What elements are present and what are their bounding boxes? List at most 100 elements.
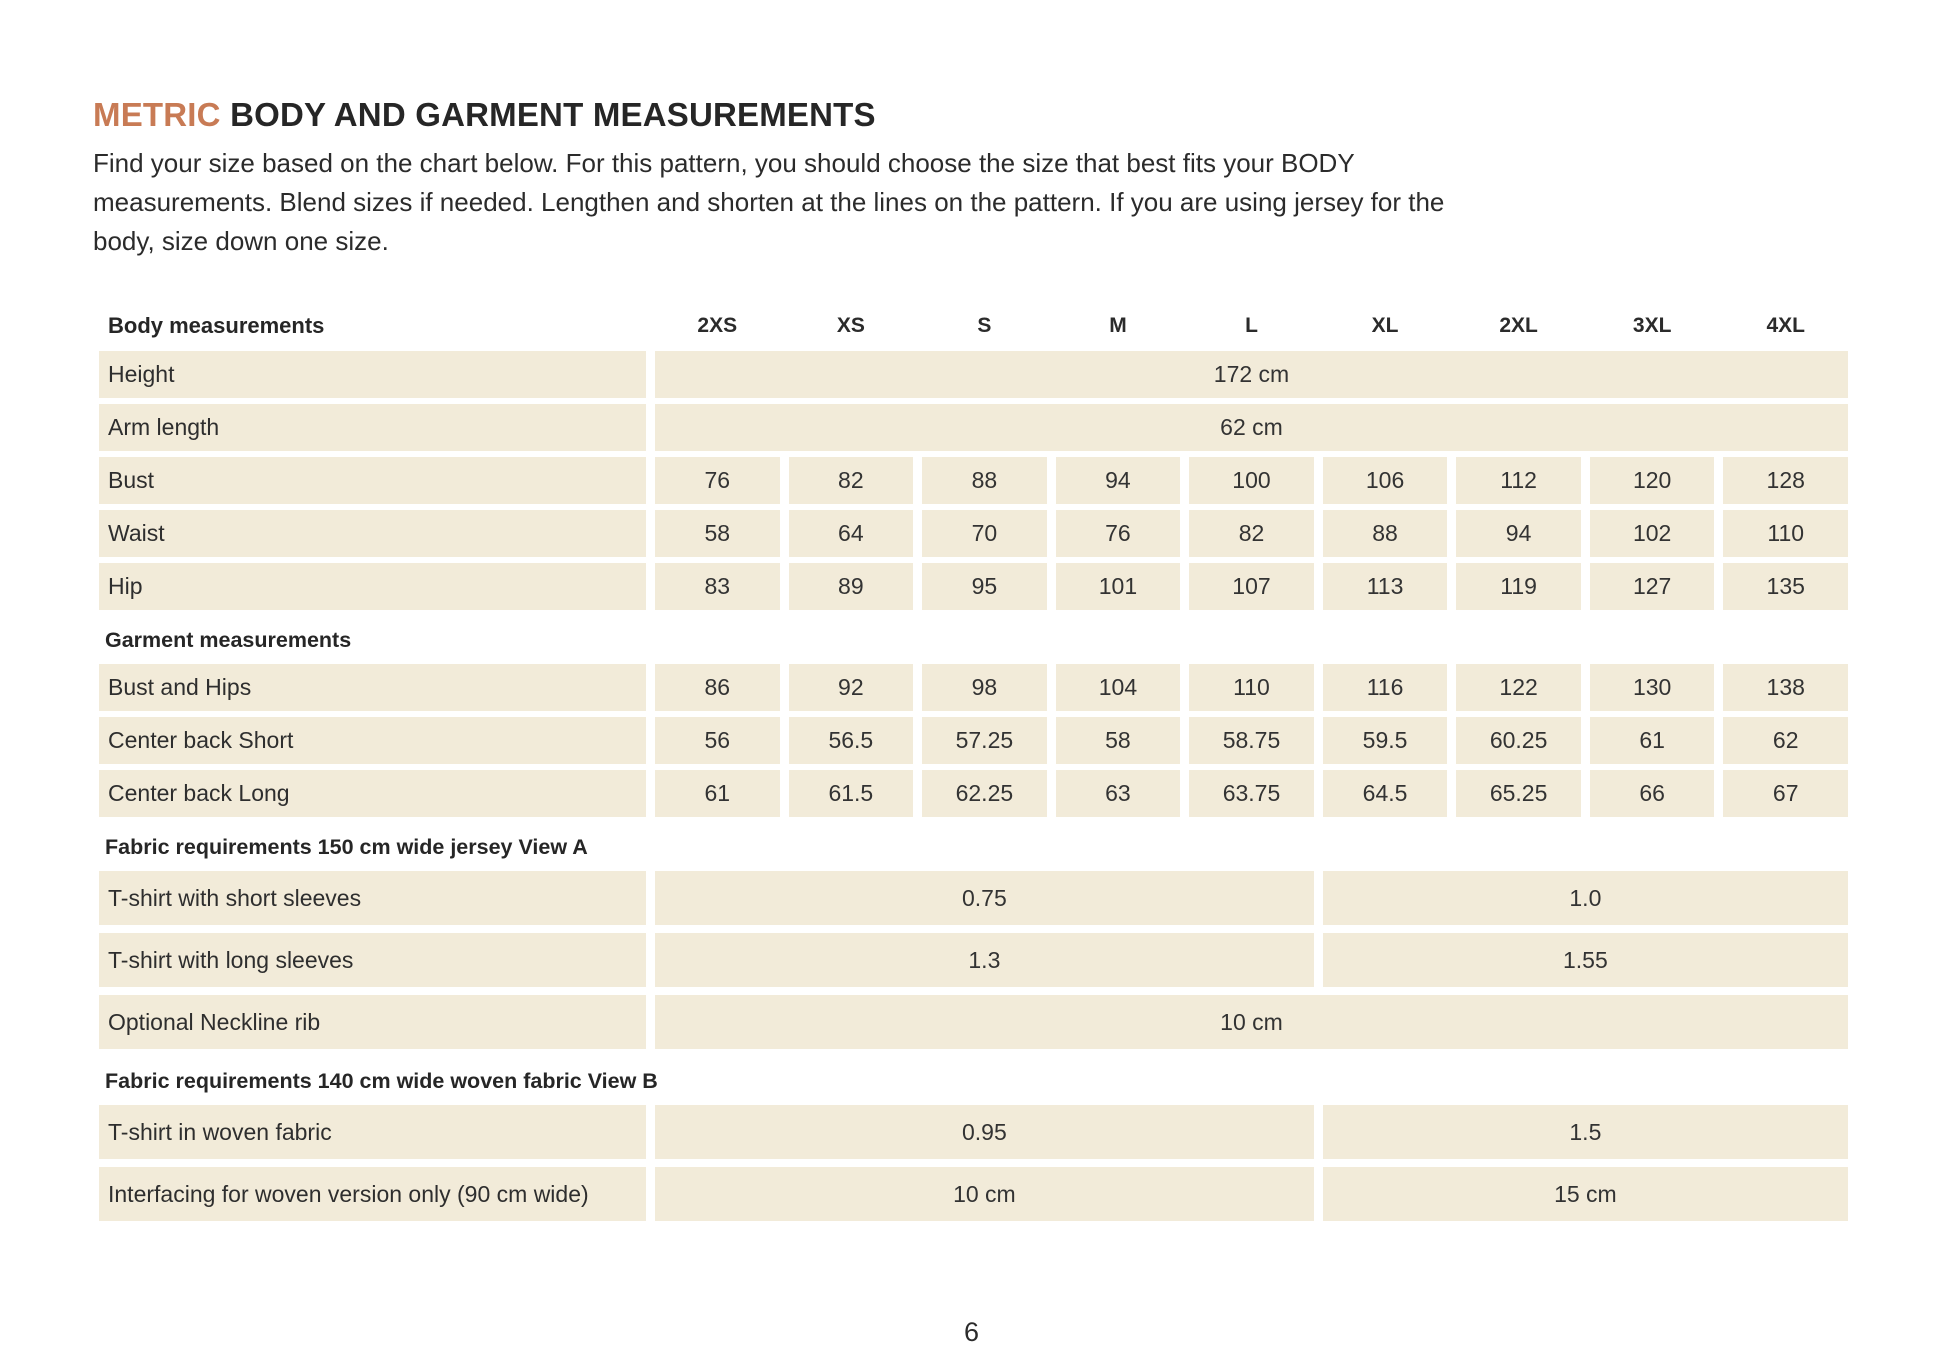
size-column-header: S xyxy=(977,314,992,337)
measurement-cell: 138 xyxy=(1723,664,1848,711)
measurement-cell: 62 cm xyxy=(655,404,1848,451)
measurement-cell: 58 xyxy=(1055,717,1181,764)
measurement-cell: 62 xyxy=(1723,717,1848,764)
row-label: T-shirt in woven fabric xyxy=(99,1105,646,1159)
size-column-header: 2XS xyxy=(697,314,738,337)
measurement-cell: 112 xyxy=(1456,457,1581,504)
table-row: Bust 76 82 88 94 100 106 112 120 128 xyxy=(99,457,1848,504)
intro-line: measurements. Blend sizes if needed. Len… xyxy=(93,187,1445,217)
measurement-cell: 61 xyxy=(1589,717,1715,764)
measurement-cell: 92 xyxy=(788,664,914,711)
size-column-header: XS xyxy=(836,314,865,337)
measurement-cell: 76 xyxy=(655,457,780,504)
measurement-cell: 82 xyxy=(788,457,914,504)
measurement-cell: 94 xyxy=(1055,457,1181,504)
measurement-cell: 1.0 xyxy=(1322,871,1848,925)
row-label: Interfacing for woven version only (90 c… xyxy=(99,1167,646,1221)
section-header: Fabric requirements 150 cm wide jersey V… xyxy=(105,834,588,859)
table-row: Waist 58 64 70 76 82 88 94 102 110 xyxy=(99,510,1848,557)
measurement-cell: 1.3 xyxy=(655,933,1314,987)
section-header: Garment measurements xyxy=(105,627,352,652)
measurement-cell: 64.5 xyxy=(1322,770,1448,817)
measurement-cell: 10 cm xyxy=(655,1167,1314,1221)
measurement-cell: 61 xyxy=(655,770,780,817)
measurement-cell: 104 xyxy=(1055,664,1181,711)
measurement-cell: 1.55 xyxy=(1322,933,1848,987)
table-row: Arm length 62 cm xyxy=(99,404,1848,451)
table-row: Center back Long 61 61.5 62.25 63 63.75 64.5 65… xyxy=(99,770,1848,817)
measurement-cell: 1.5 xyxy=(1322,1105,1848,1159)
measurement-cell: 62.25 xyxy=(922,770,1047,817)
measurement-cell: 58.75 xyxy=(1189,717,1314,764)
measurement-cell: 82 xyxy=(1189,510,1314,557)
page-number: 6 xyxy=(963,1317,980,1347)
row-label: T-shirt with short sleeves xyxy=(99,871,646,925)
measurement-cell: 10 cm xyxy=(655,995,1848,1049)
table-row: T-shirt in woven fabric 0.95 1.5 xyxy=(99,1105,1848,1159)
size-column-header: 4XL xyxy=(1766,314,1805,337)
measurement-cell: 65.25 xyxy=(1456,770,1581,817)
measurement-cell: 63 xyxy=(1055,770,1181,817)
row-label: Bust and Hips xyxy=(99,664,646,711)
measurement-cell: 88 xyxy=(922,457,1047,504)
page-title-rest: BODY AND GARMENT MEASUREMENTS xyxy=(220,96,876,133)
section-header: Fabric requirements 140 cm wide woven fa… xyxy=(105,1068,658,1093)
intro-line: Find your size based on the chart below.… xyxy=(93,148,1355,178)
row-label: Optional Neckline rib xyxy=(99,995,646,1049)
measurement-cell: 94 xyxy=(1456,510,1581,557)
body-measurements-header: Body measurements xyxy=(108,313,325,338)
measurement-cell: 110 xyxy=(1189,664,1314,711)
size-column-header: 3XL xyxy=(1632,314,1672,337)
table-row: T-shirt with short sleeves 0.75 1.0 xyxy=(99,871,1848,925)
measurement-cell: 116 xyxy=(1322,664,1448,711)
measurement-cell: 119 xyxy=(1456,563,1581,610)
measurement-cell: 88 xyxy=(1322,510,1448,557)
measurement-cell: 0.95 xyxy=(655,1105,1314,1159)
table-row: Hip 83 89 95 101 107 113 119 127 135 xyxy=(99,563,1848,610)
measurement-cell: 60.25 xyxy=(1456,717,1581,764)
measurement-cell: 128 xyxy=(1723,457,1848,504)
measurement-cell: 98 xyxy=(922,664,1047,711)
row-label: Center back Short xyxy=(99,717,646,764)
size-column-header: 2XL xyxy=(1499,314,1538,337)
page-title: METRIC BODY AND GARMENT MEASUREMENTS xyxy=(93,96,1850,134)
intro-paragraph: Find your size based on the chart below.… xyxy=(93,144,1850,261)
measurement-cell: 113 xyxy=(1322,563,1448,610)
table-row: T-shirt with long sleeves 1.3 1.55 xyxy=(99,933,1848,987)
measurement-cell: 63.75 xyxy=(1189,770,1314,817)
size-column-header: M xyxy=(1109,314,1127,337)
measurement-cell: 0.75 xyxy=(655,871,1314,925)
measurement-cell: 95 xyxy=(922,563,1047,610)
measurement-cell: 66 xyxy=(1589,770,1715,817)
table-row: Height 172 cm xyxy=(99,351,1848,398)
measurement-cell: 59.5 xyxy=(1322,717,1448,764)
table-row: Interfacing for woven version only (90 c… xyxy=(99,1167,1848,1221)
row-label: Height xyxy=(99,351,646,398)
table-header-row: Body measurements 2XS XS S M L XL 2XL 3XL 4XL xyxy=(99,305,1848,347)
size-column-header: XL xyxy=(1371,314,1399,337)
measurement-cell: 107 xyxy=(1189,563,1314,610)
intro-line: body, size down one size. xyxy=(93,226,389,256)
measurement-cell: 122 xyxy=(1456,664,1581,711)
page-title-accent: METRIC xyxy=(93,96,221,133)
measurement-cell: 102 xyxy=(1589,510,1715,557)
measurement-cell: 127 xyxy=(1589,563,1715,610)
size-column-header: L xyxy=(1245,314,1258,337)
table-row: Optional Neckline rib 10 cm xyxy=(99,995,1848,1049)
measurement-cell: 56 xyxy=(655,717,780,764)
measurement-cell: 106 xyxy=(1322,457,1448,504)
measurement-cell: 58 xyxy=(655,510,780,557)
measurement-cell: 70 xyxy=(922,510,1047,557)
measurement-cell: 15 cm xyxy=(1322,1167,1848,1221)
size-table: Body measurements 2XS XS S M L XL 2XL 3XL 4XL He… xyxy=(99,305,1848,1221)
measurement-cell: 100 xyxy=(1189,457,1314,504)
measurement-cell: 67 xyxy=(1723,770,1848,817)
measurement-cell: 56.5 xyxy=(788,717,914,764)
measurement-cell: 76 xyxy=(1055,510,1181,557)
table-row: Center back Short 56 56.5 57.25 58 58.75 59.5 6… xyxy=(99,717,1848,764)
measurement-cell: 110 xyxy=(1723,510,1848,557)
measurement-cell: 86 xyxy=(655,664,780,711)
row-label: Bust xyxy=(99,457,646,504)
measurement-cell: 64 xyxy=(788,510,914,557)
